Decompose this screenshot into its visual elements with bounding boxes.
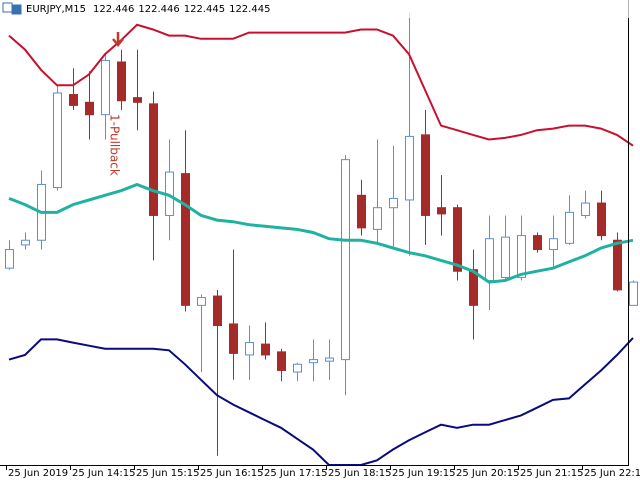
candle-body — [133, 97, 142, 103]
candle-body — [213, 295, 222, 326]
candle-body — [517, 235, 526, 278]
candle-body — [229, 323, 238, 354]
candle-body — [149, 103, 158, 216]
candle-body — [469, 269, 478, 306]
candle-body — [325, 357, 334, 362]
header-bg — [0, 0, 640, 18]
time-labels: 25 Jun 2019 25 Jun 14:15 25 Jun 15:15 25 Ju… — [6, 465, 640, 479]
candle-body — [373, 207, 382, 230]
candle-body — [69, 94, 78, 106]
band-line — [8, 23, 634, 147]
candle-body — [437, 207, 446, 215]
x-tick-label: 25 Jun 22:15 — [584, 468, 640, 479]
x-tick-label: 25 Jun 21:15 — [520, 468, 584, 479]
header-quote: 122.445 — [229, 4, 270, 15]
candle-body — [117, 61, 126, 102]
header-symbol: EURJPY,M15 — [26, 4, 86, 15]
candle-body — [309, 359, 318, 364]
candle-body — [197, 297, 206, 306]
candle-body — [629, 281, 638, 306]
candle-body — [261, 343, 270, 356]
header-quote: 122.445 — [184, 4, 225, 15]
plot-area — [5, 12, 638, 466]
candle-body — [101, 59, 110, 116]
x-tick-label: 25 Jun 14:15 — [72, 468, 136, 479]
x-tick-label: 25 Jun 20:15 — [456, 468, 520, 479]
band-line — [8, 182, 634, 284]
candle-body — [53, 92, 62, 189]
candle-body — [549, 238, 558, 251]
header-quote: 122.446 — [138, 4, 179, 15]
candle-body — [405, 135, 414, 201]
x-tick-label: 25 Jun 16:15 — [200, 468, 264, 479]
candle-body — [485, 238, 494, 282]
x-tick-label: 25 Jun 17:15 — [264, 468, 328, 479]
candle-body — [501, 236, 510, 278]
candle-body — [613, 239, 622, 291]
annotation: 1-Pullback — [108, 114, 122, 176]
candle-body — [533, 235, 542, 251]
pullback-arrow — [112, 32, 124, 47]
icon-box — [11, 4, 22, 15]
x-tick-label: 25 Jun 19:15 — [392, 468, 456, 479]
candle-body — [581, 202, 590, 216]
icon-box — [2, 2, 13, 13]
header-quote: 122.446 — [93, 4, 134, 15]
x-tick-label: 25 Jun 2019 — [8, 468, 68, 479]
candle-body — [245, 342, 254, 356]
candle-body — [565, 211, 574, 244]
x-tick-label: 25 Jun 18:15 — [328, 468, 392, 479]
candle-body — [277, 351, 286, 371]
candle-body — [85, 101, 94, 116]
candle-body — [597, 202, 606, 237]
candle-body — [341, 159, 350, 361]
candle-body — [21, 239, 30, 246]
candle-body — [357, 194, 366, 229]
candle-body — [453, 207, 462, 272]
candle-body — [389, 197, 398, 209]
header-icon — [2, 2, 22, 15]
band-line — [8, 337, 634, 466]
candle-body — [293, 363, 302, 373]
x-tick-label: 25 Jun 15:15 — [136, 468, 200, 479]
candle-body — [5, 249, 14, 269]
candle-body — [421, 134, 430, 216]
candle-body — [181, 173, 190, 306]
